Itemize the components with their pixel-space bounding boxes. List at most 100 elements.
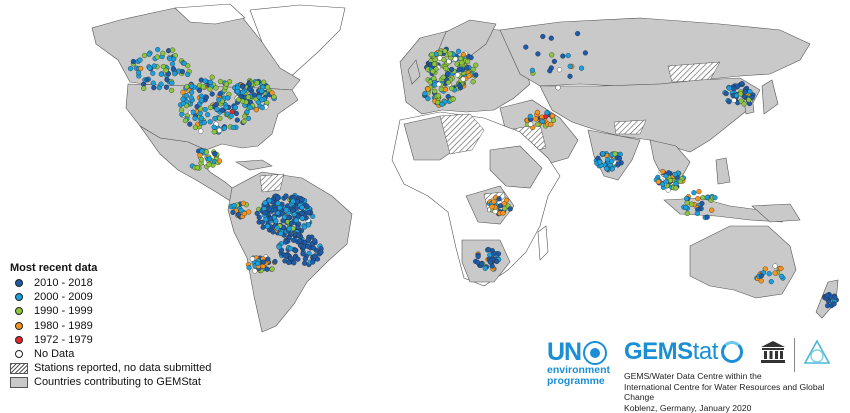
legend-item-label: Countries contributing to GEMStat — [34, 376, 201, 389]
station-marker — [229, 109, 235, 115]
station-marker — [582, 50, 588, 56]
station-marker — [150, 70, 156, 76]
station-marker — [212, 115, 218, 122]
station-markers — [127, 31, 839, 309]
legend-item: 2010 - 2018 — [10, 276, 225, 290]
station-marker — [695, 196, 701, 202]
station-marker — [192, 124, 198, 130]
station-marker — [747, 89, 753, 95]
station-marker — [491, 251, 497, 257]
station-marker — [259, 219, 266, 225]
station-marker — [560, 53, 566, 59]
station-marker — [180, 100, 186, 106]
philippines-shape — [715, 157, 731, 185]
station-marker — [432, 88, 438, 94]
station-marker — [199, 157, 205, 163]
station-marker — [440, 74, 446, 80]
station-marker — [217, 115, 223, 121]
station-marker — [217, 91, 223, 97]
station-marker — [556, 67, 563, 73]
station-marker — [535, 121, 541, 127]
station-marker — [691, 190, 697, 196]
station-marker — [231, 203, 237, 209]
station-marker — [597, 159, 603, 165]
credit-line-1: GEMS/Water Data Centre within the — [624, 371, 762, 381]
station-marker — [272, 258, 278, 265]
station-marker — [207, 104, 214, 111]
legend-item: Stations reported, no data submitted — [10, 361, 225, 375]
station-marker — [465, 59, 471, 65]
station-marker — [663, 179, 669, 185]
station-marker — [449, 66, 455, 72]
station-marker — [825, 303, 831, 309]
station-marker — [198, 128, 204, 134]
station-marker — [259, 88, 265, 94]
legend-dot-icon — [15, 279, 23, 288]
uk-shape — [407, 59, 421, 85]
legend-title: Most recent data — [10, 262, 98, 274]
station-marker — [212, 151, 218, 157]
station-marker — [291, 260, 297, 266]
map-legend: Most recent data 2010 - 2018 2000 - 2009 1… — [10, 262, 225, 390]
station-marker — [169, 80, 175, 86]
station-marker — [188, 83, 195, 89]
station-marker — [655, 179, 662, 185]
station-marker — [548, 121, 554, 128]
station-marker — [256, 214, 262, 220]
station-marker — [482, 265, 488, 271]
station-marker — [154, 54, 160, 60]
station-marker — [281, 214, 288, 220]
station-marker — [547, 68, 553, 74]
station-marker — [261, 79, 267, 85]
australia-shape — [689, 225, 797, 299]
station-marker — [295, 256, 301, 262]
station-marker — [147, 65, 153, 71]
station-marker — [262, 210, 268, 216]
station-marker — [684, 196, 690, 202]
station-marker — [199, 148, 205, 154]
station-marker — [299, 197, 305, 203]
station-marker — [247, 104, 253, 111]
station-marker — [275, 200, 281, 206]
station-marker — [548, 35, 554, 41]
station-marker — [738, 91, 744, 97]
station-marker — [447, 51, 453, 57]
station-marker — [234, 117, 240, 123]
station-marker — [290, 198, 296, 204]
gems-word-bold: GEMS — [624, 338, 693, 365]
station-marker — [235, 212, 241, 218]
station-marker — [228, 113, 234, 119]
station-marker — [305, 243, 311, 249]
station-marker — [540, 33, 546, 40]
station-marker — [255, 260, 261, 266]
gemstat-ring-icon — [720, 341, 743, 363]
station-marker — [660, 169, 666, 175]
station-marker — [203, 149, 210, 155]
station-marker — [238, 208, 244, 214]
south-africa-contrib-shape — [461, 239, 511, 283]
station-marker — [665, 187, 671, 193]
station-marker — [539, 118, 545, 124]
station-marker — [475, 254, 481, 260]
legend-item: Countries contributing to GEMStat — [10, 375, 225, 389]
station-marker — [299, 204, 305, 211]
station-marker — [501, 201, 507, 207]
station-marker — [672, 171, 678, 177]
station-marker — [151, 85, 157, 91]
station-marker — [163, 67, 169, 73]
station-marker — [445, 93, 451, 100]
station-marker — [430, 68, 436, 74]
station-marker — [449, 85, 455, 91]
station-marker — [768, 279, 774, 285]
station-marker — [242, 113, 248, 119]
station-marker — [709, 207, 715, 213]
station-marker — [127, 66, 134, 72]
station-marker — [567, 63, 573, 69]
east-africa-contrib-shape — [489, 145, 543, 189]
station-marker — [180, 96, 186, 102]
station-marker — [304, 203, 310, 209]
station-marker — [673, 185, 679, 191]
station-marker — [214, 106, 220, 112]
station-marker — [832, 294, 838, 300]
